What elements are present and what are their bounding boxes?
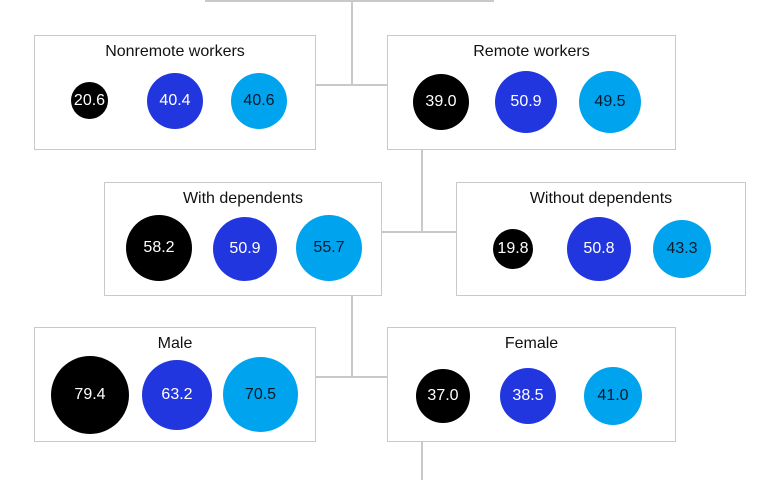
value-bubble: 43.3	[653, 220, 711, 278]
value-bubble: 58.2	[126, 215, 192, 281]
connector-line	[351, 296, 353, 377]
value-bubble: 20.6	[71, 82, 108, 119]
value-bubble: 55.7	[296, 215, 362, 281]
group-label: Remote workers	[473, 43, 590, 60]
connector-line	[381, 231, 457, 233]
value-bubble: 50.9	[213, 217, 277, 281]
group-box-remote-workers: Remote workers 39.0 50.9 49.5	[387, 35, 676, 150]
group-box-nonremote-workers: Nonremote workers 20.6 40.4 40.6	[34, 35, 316, 150]
group-label: Without dependents	[529, 190, 673, 207]
connector-line	[421, 441, 423, 480]
value-bubble: 19.8	[493, 229, 533, 269]
value-bubble: 40.6	[231, 73, 287, 129]
group-label: Female	[504, 335, 559, 352]
value-bubble: 79.4	[51, 356, 129, 434]
value-bubble: 39.0	[413, 74, 469, 130]
connector-line	[205, 0, 494, 2]
connector-line	[351, 0, 353, 85]
group-box-female: Female 37.0 38.5 41.0	[387, 327, 676, 442]
group-label: Male	[157, 335, 193, 352]
connector-line	[421, 150, 423, 232]
value-bubble: 50.9	[495, 71, 557, 133]
value-bubble: 41.0	[584, 367, 642, 425]
group-box-with-dependents: With dependents 58.2 50.9 55.7	[104, 182, 382, 296]
value-bubble: 63.2	[142, 360, 212, 430]
value-bubble: 49.5	[579, 71, 641, 133]
connector-line	[315, 84, 388, 86]
group-box-male: Male 79.4 63.2 70.5	[34, 327, 316, 442]
value-bubble: 40.4	[147, 73, 203, 129]
group-box-without-dependents: Without dependents 19.8 50.8 43.3	[456, 182, 746, 296]
connector-line	[315, 376, 388, 378]
value-bubble: 70.5	[223, 357, 298, 432]
value-bubble: 50.8	[567, 217, 631, 281]
group-label: Nonremote workers	[105, 43, 245, 60]
value-bubble: 38.5	[500, 368, 556, 424]
value-bubble: 37.0	[416, 369, 470, 423]
group-label: With dependents	[182, 190, 304, 207]
